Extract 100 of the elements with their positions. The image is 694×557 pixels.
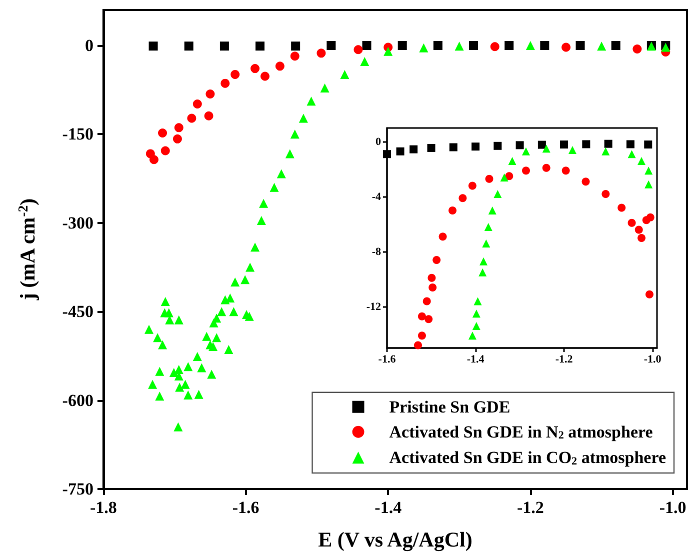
point	[468, 332, 476, 340]
point	[618, 204, 626, 212]
point	[160, 146, 170, 156]
y-tick-label: -150	[62, 124, 94, 144]
x-tick-label: -1.4	[466, 354, 485, 366]
point	[220, 78, 230, 88]
point	[484, 223, 492, 231]
point	[632, 44, 642, 54]
point	[340, 70, 350, 79]
point	[285, 149, 294, 158]
point	[419, 43, 428, 52]
point	[230, 278, 240, 287]
point	[474, 297, 482, 306]
point	[291, 42, 300, 51]
x-tick-label: -1.8	[90, 498, 117, 517]
x-tick-label: -1.6	[378, 354, 396, 366]
point	[246, 262, 255, 272]
point	[184, 362, 193, 372]
point	[212, 333, 222, 342]
point	[508, 157, 516, 165]
point	[256, 216, 266, 226]
point	[259, 198, 268, 208]
point	[220, 42, 229, 51]
point	[602, 147, 610, 156]
point	[180, 380, 190, 389]
point	[646, 213, 654, 222]
point	[320, 84, 330, 93]
point	[454, 42, 464, 51]
point	[414, 341, 422, 350]
point	[197, 363, 206, 372]
point	[479, 257, 488, 266]
x-tick-label: -1.2	[555, 354, 574, 366]
point	[458, 194, 467, 202]
point	[160, 297, 170, 306]
point	[208, 342, 218, 351]
point	[187, 114, 196, 123]
point	[194, 390, 204, 399]
point	[174, 123, 184, 132]
point	[504, 40, 514, 50]
x-axis-title: E (V vs Ag/AgCl)	[318, 528, 472, 552]
point	[192, 100, 202, 109]
point	[427, 144, 436, 152]
point	[582, 178, 590, 186]
legend-label: Pristine Sn GDE	[389, 397, 510, 416]
x-tick-label: -1.2	[516, 498, 544, 517]
y-tick-label: -300	[62, 213, 94, 232]
point	[424, 315, 433, 324]
y-tick-label: 0	[376, 136, 382, 148]
point	[174, 422, 183, 432]
point	[526, 40, 535, 50]
point	[645, 290, 654, 298]
y-tick-label: -8	[372, 246, 382, 258]
point	[568, 146, 576, 154]
point	[184, 390, 193, 400]
point	[149, 155, 158, 164]
point	[522, 166, 530, 175]
point	[155, 392, 164, 401]
point	[398, 40, 407, 50]
point	[418, 312, 426, 320]
point	[428, 274, 436, 282]
point	[383, 150, 391, 158]
point	[505, 172, 514, 180]
point	[428, 284, 437, 292]
point	[175, 382, 184, 392]
point	[562, 166, 570, 175]
point	[298, 114, 308, 123]
point	[155, 366, 164, 376]
y-tick-label: -12	[366, 300, 382, 313]
point	[275, 62, 284, 71]
point	[611, 40, 620, 50]
y-tick-label: 0	[84, 36, 94, 55]
point	[250, 242, 260, 252]
point	[490, 42, 500, 52]
point	[472, 322, 480, 330]
point	[542, 144, 550, 153]
legend-label: Activated Sn GDE in N2 atmosphere	[389, 422, 654, 442]
point	[158, 340, 168, 350]
point	[449, 143, 458, 152]
point	[410, 145, 418, 154]
y-tick-label: -450	[62, 302, 94, 322]
y-axis-title: j (mA cm-2)	[16, 198, 40, 302]
point	[229, 307, 238, 316]
point	[482, 240, 490, 248]
y-tick-label: -4	[372, 190, 382, 203]
point	[626, 140, 634, 148]
point	[164, 308, 174, 318]
point	[290, 52, 300, 61]
point	[396, 147, 404, 156]
x-tick-label: -1.4	[374, 498, 402, 517]
point	[158, 128, 168, 138]
point	[148, 380, 158, 389]
point	[433, 40, 442, 50]
point	[172, 134, 182, 144]
point	[582, 140, 590, 148]
point	[217, 307, 226, 316]
point	[494, 142, 502, 150]
point	[602, 190, 610, 198]
point	[240, 275, 250, 284]
point	[256, 42, 265, 51]
point	[469, 40, 478, 50]
